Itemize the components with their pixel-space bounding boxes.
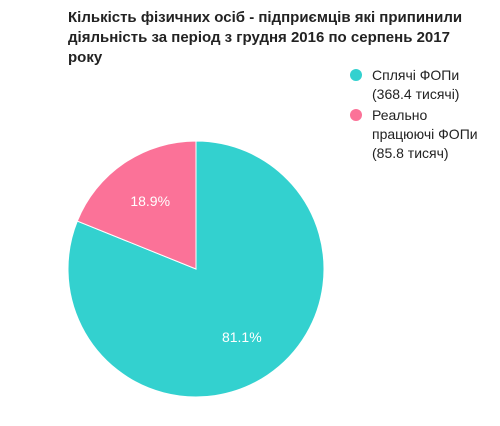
legend-swatch-sleeping-fop — [350, 69, 362, 81]
pie-slices — [67, 140, 325, 398]
legend-label-line: Реально — [372, 107, 428, 123]
chart-title: Кількість фізичних осіб - підприємців як… — [68, 8, 488, 68]
pie-slice-1[interactable] — [76, 140, 197, 270]
legend-label-line: (368.4 тисячі) — [372, 86, 460, 102]
pie-slice-label-0: 81.1% — [222, 329, 262, 345]
chart-title-line-2: діяльність за період з грудня 2016 по се… — [68, 29, 450, 66]
pie-labels: 81.1% 18.9% — [130, 193, 261, 345]
legend-item-working-fop[interactable]: Реально працюючі ФОПи (85.8 тисяч) — [350, 106, 495, 163]
legend-label-line: Сплячі ФОПи — [372, 67, 460, 83]
pie-slice-label-1: 18.9% — [130, 193, 170, 209]
legend-label-line: працюючі ФОПи — [372, 126, 478, 142]
legend-swatch-working-fop — [350, 109, 362, 121]
legend-label-line: (85.8 тисяч) — [372, 145, 449, 161]
legend-item-sleeping-fop[interactable]: Сплячі ФОПи (368.4 тисячі) — [350, 66, 495, 104]
legend: Сплячі ФОПи (368.4 тисячі) Реально працю… — [350, 66, 495, 165]
chart-title-line-1: Кількість фізичних осіб - підприємців як… — [68, 9, 463, 26]
